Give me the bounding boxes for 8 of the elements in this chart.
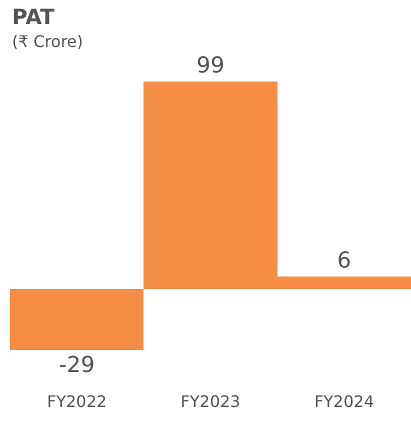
x-tick-label: FY2022: [46, 392, 107, 411]
x-tick-label: FY2024: [314, 392, 374, 411]
data-label: 99: [196, 53, 224, 78]
chart-subtitle: (₹ Crore): [12, 32, 84, 51]
data-label: 6: [337, 248, 352, 274]
data-label: -29: [58, 352, 95, 378]
x-tick-label: FY2023: [180, 392, 240, 411]
chart-title: PAT: [12, 5, 56, 29]
